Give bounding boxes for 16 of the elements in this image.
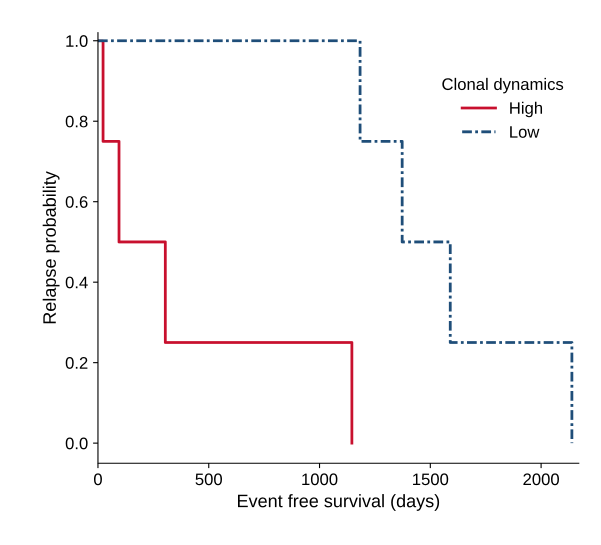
x-tick-label: 0 — [94, 473, 102, 486]
y-tick-label: 0.6 — [66, 196, 88, 208]
x-tick-label: 2000 — [523, 473, 559, 486]
y-tick-label: 0.4 — [66, 276, 88, 288]
y-axis-title: Relapse probability — [42, 171, 60, 324]
x-tick-label: 1000 — [302, 473, 338, 486]
legend-label: High — [510, 102, 542, 118]
legend-title: Clonal dynamics — [442, 78, 564, 94]
y-tick-label: 0.0 — [66, 438, 88, 450]
y-tick-label: 0.8 — [66, 116, 88, 128]
x-tick-label: 1500 — [413, 473, 448, 486]
legend-label: Low — [510, 126, 540, 138]
y-tick-label: 1.0 — [66, 35, 88, 47]
x-tick-label: 500 — [196, 473, 222, 486]
x-axis-title: Event free survival (days) — [238, 494, 440, 511]
y-tick-label: 0.2 — [66, 357, 88, 369]
